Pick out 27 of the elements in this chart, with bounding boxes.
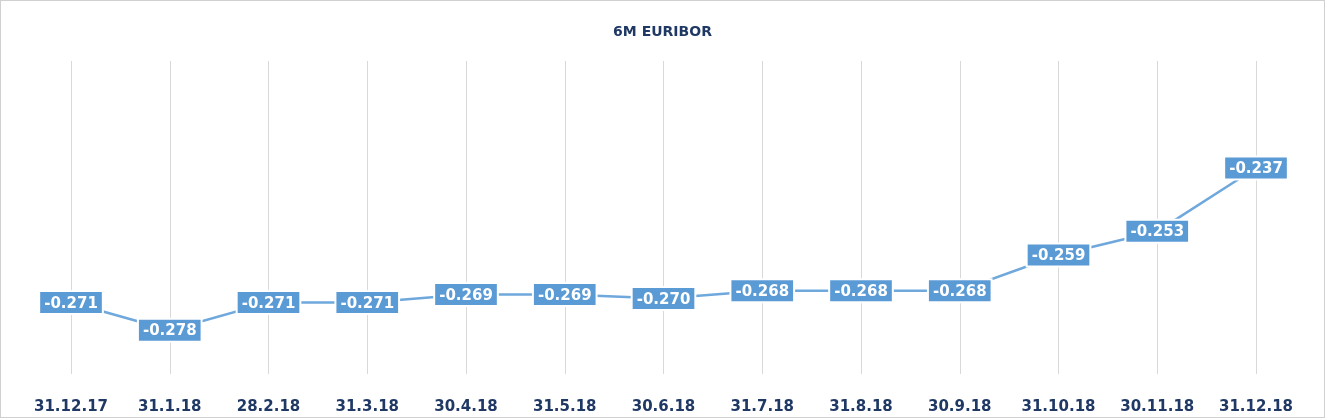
data-label: -0.253 <box>1130 222 1185 241</box>
x-tick-label: 30.11.18 <box>1120 396 1195 415</box>
data-label: -0.271 <box>241 293 296 312</box>
data-label: -0.268 <box>735 281 790 300</box>
data-label: -0.271 <box>44 293 98 312</box>
x-tick-label: 28.2.18 <box>236 396 301 415</box>
x-tick-label: 31.3.18 <box>335 396 400 415</box>
data-label: -0.259 <box>1031 246 1086 265</box>
data-label: -0.269 <box>537 285 592 304</box>
data-label: -0.268 <box>932 281 987 300</box>
x-tick-label: 31.7.18 <box>730 396 795 415</box>
data-label: -0.268 <box>834 281 888 300</box>
x-tick-label: 31.10.18 <box>1021 396 1096 415</box>
x-tick-label: 31.1.18 <box>137 396 202 415</box>
x-tick-label: 31.5.18 <box>532 396 597 415</box>
data-label: -0.269 <box>439 285 493 304</box>
data-label: -0.271 <box>340 293 395 312</box>
x-tick-label: 30.4.18 <box>434 396 498 415</box>
data-label: -0.237 <box>1229 159 1283 178</box>
x-tick-label: 30.6.18 <box>631 396 696 415</box>
data-label: -0.270 <box>636 289 691 308</box>
x-tick-label: 31.12.17 <box>33 396 109 415</box>
x-tick-label: 30.9.18 <box>927 396 992 415</box>
data-label: -0.278 <box>142 321 197 340</box>
x-tick-label: 31.12.18 <box>1218 396 1294 415</box>
chart-title: 6M EURIBOR <box>613 23 713 39</box>
x-tick-label: 31.8.18 <box>829 396 893 415</box>
